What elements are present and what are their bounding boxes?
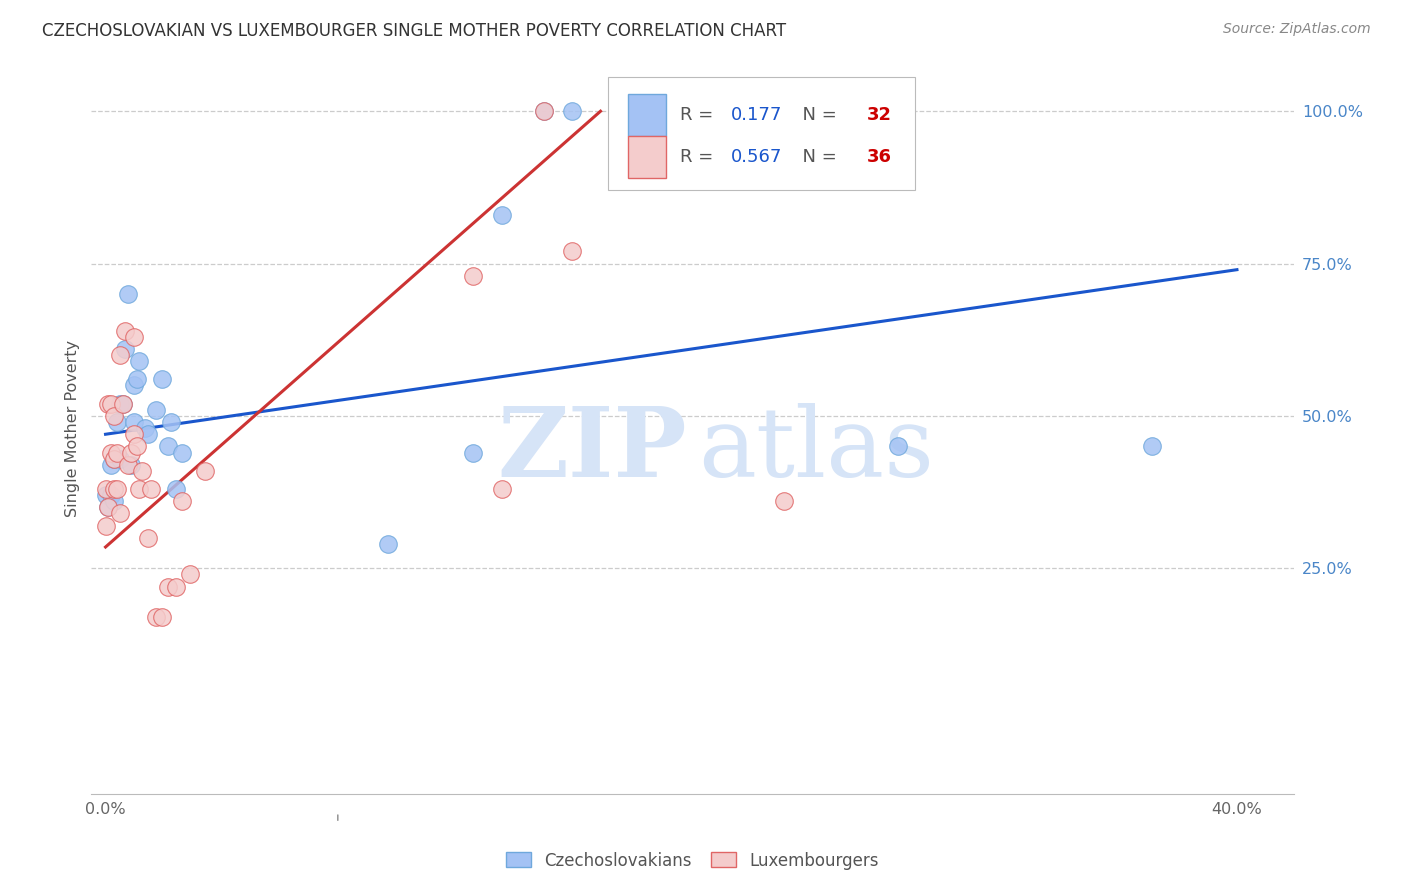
Point	[561, 104, 583, 119]
Point	[97, 500, 120, 515]
Point	[491, 482, 513, 496]
Legend: Czechoslovakians, Luxembourgers: Czechoslovakians, Luxembourgers	[506, 852, 879, 870]
Point	[122, 330, 145, 344]
Point	[94, 482, 117, 496]
Point	[103, 451, 125, 466]
Text: Source: ZipAtlas.com: Source: ZipAtlas.com	[1223, 22, 1371, 37]
Text: atlas: atlas	[699, 403, 935, 497]
Point	[100, 445, 122, 459]
Point	[94, 518, 117, 533]
Text: 0.177: 0.177	[731, 105, 782, 124]
Point	[561, 244, 583, 259]
Point	[97, 397, 120, 411]
Point	[170, 445, 193, 459]
Point	[773, 494, 796, 508]
Point	[193, 464, 215, 478]
Point	[156, 440, 179, 454]
Text: 32: 32	[866, 105, 891, 124]
Point	[100, 458, 122, 472]
Point	[117, 458, 139, 472]
Point	[108, 451, 131, 466]
Point	[108, 507, 131, 521]
Text: R =: R =	[681, 105, 720, 124]
Point	[100, 488, 122, 502]
Point	[105, 415, 128, 429]
Text: CZECHOSLOVAKIAN VS LUXEMBOURGER SINGLE MOTHER POVERTY CORRELATION CHART: CZECHOSLOVAKIAN VS LUXEMBOURGER SINGLE M…	[42, 22, 786, 40]
Point	[122, 415, 145, 429]
Point	[145, 610, 167, 624]
Point	[150, 610, 173, 624]
Point	[139, 482, 162, 496]
Point	[1140, 440, 1163, 454]
Point	[165, 482, 187, 496]
Text: N =: N =	[792, 105, 842, 124]
Point	[120, 458, 142, 472]
Point	[136, 427, 159, 442]
Text: N =: N =	[792, 148, 842, 166]
Point	[179, 567, 201, 582]
Point	[103, 409, 125, 423]
Point	[377, 537, 399, 551]
Y-axis label: Single Mother Poverty: Single Mother Poverty	[65, 340, 80, 516]
Text: ZIP: ZIP	[496, 403, 686, 497]
Point	[122, 378, 145, 392]
Point	[145, 403, 167, 417]
Text: 36: 36	[866, 148, 891, 166]
Point	[159, 415, 181, 429]
Point	[533, 104, 555, 119]
Point	[114, 342, 136, 356]
Point	[97, 500, 120, 515]
Point	[94, 488, 117, 502]
FancyBboxPatch shape	[627, 136, 666, 178]
Point	[103, 494, 125, 508]
Point	[103, 451, 125, 466]
Point	[150, 372, 173, 386]
FancyBboxPatch shape	[609, 77, 915, 191]
Point	[125, 372, 148, 386]
Point	[128, 482, 150, 496]
Point	[886, 440, 908, 454]
Point	[105, 482, 128, 496]
Point	[111, 397, 134, 411]
Point	[108, 348, 131, 362]
Point	[117, 287, 139, 301]
Point	[105, 445, 128, 459]
Point	[128, 354, 150, 368]
Point	[134, 421, 156, 435]
Point	[131, 464, 153, 478]
Point	[156, 580, 179, 594]
Text: R =: R =	[681, 148, 720, 166]
Text: 0.567: 0.567	[731, 148, 782, 166]
Point	[114, 324, 136, 338]
Point	[463, 268, 485, 283]
Point	[108, 397, 131, 411]
Point	[136, 531, 159, 545]
FancyBboxPatch shape	[627, 94, 666, 136]
Point	[122, 427, 145, 442]
Point	[165, 580, 187, 594]
Point	[491, 208, 513, 222]
Point	[120, 445, 142, 459]
Point	[103, 482, 125, 496]
Point	[170, 494, 193, 508]
Point	[125, 440, 148, 454]
Point	[111, 397, 134, 411]
Point	[533, 104, 555, 119]
Point	[100, 397, 122, 411]
Point	[463, 445, 485, 459]
